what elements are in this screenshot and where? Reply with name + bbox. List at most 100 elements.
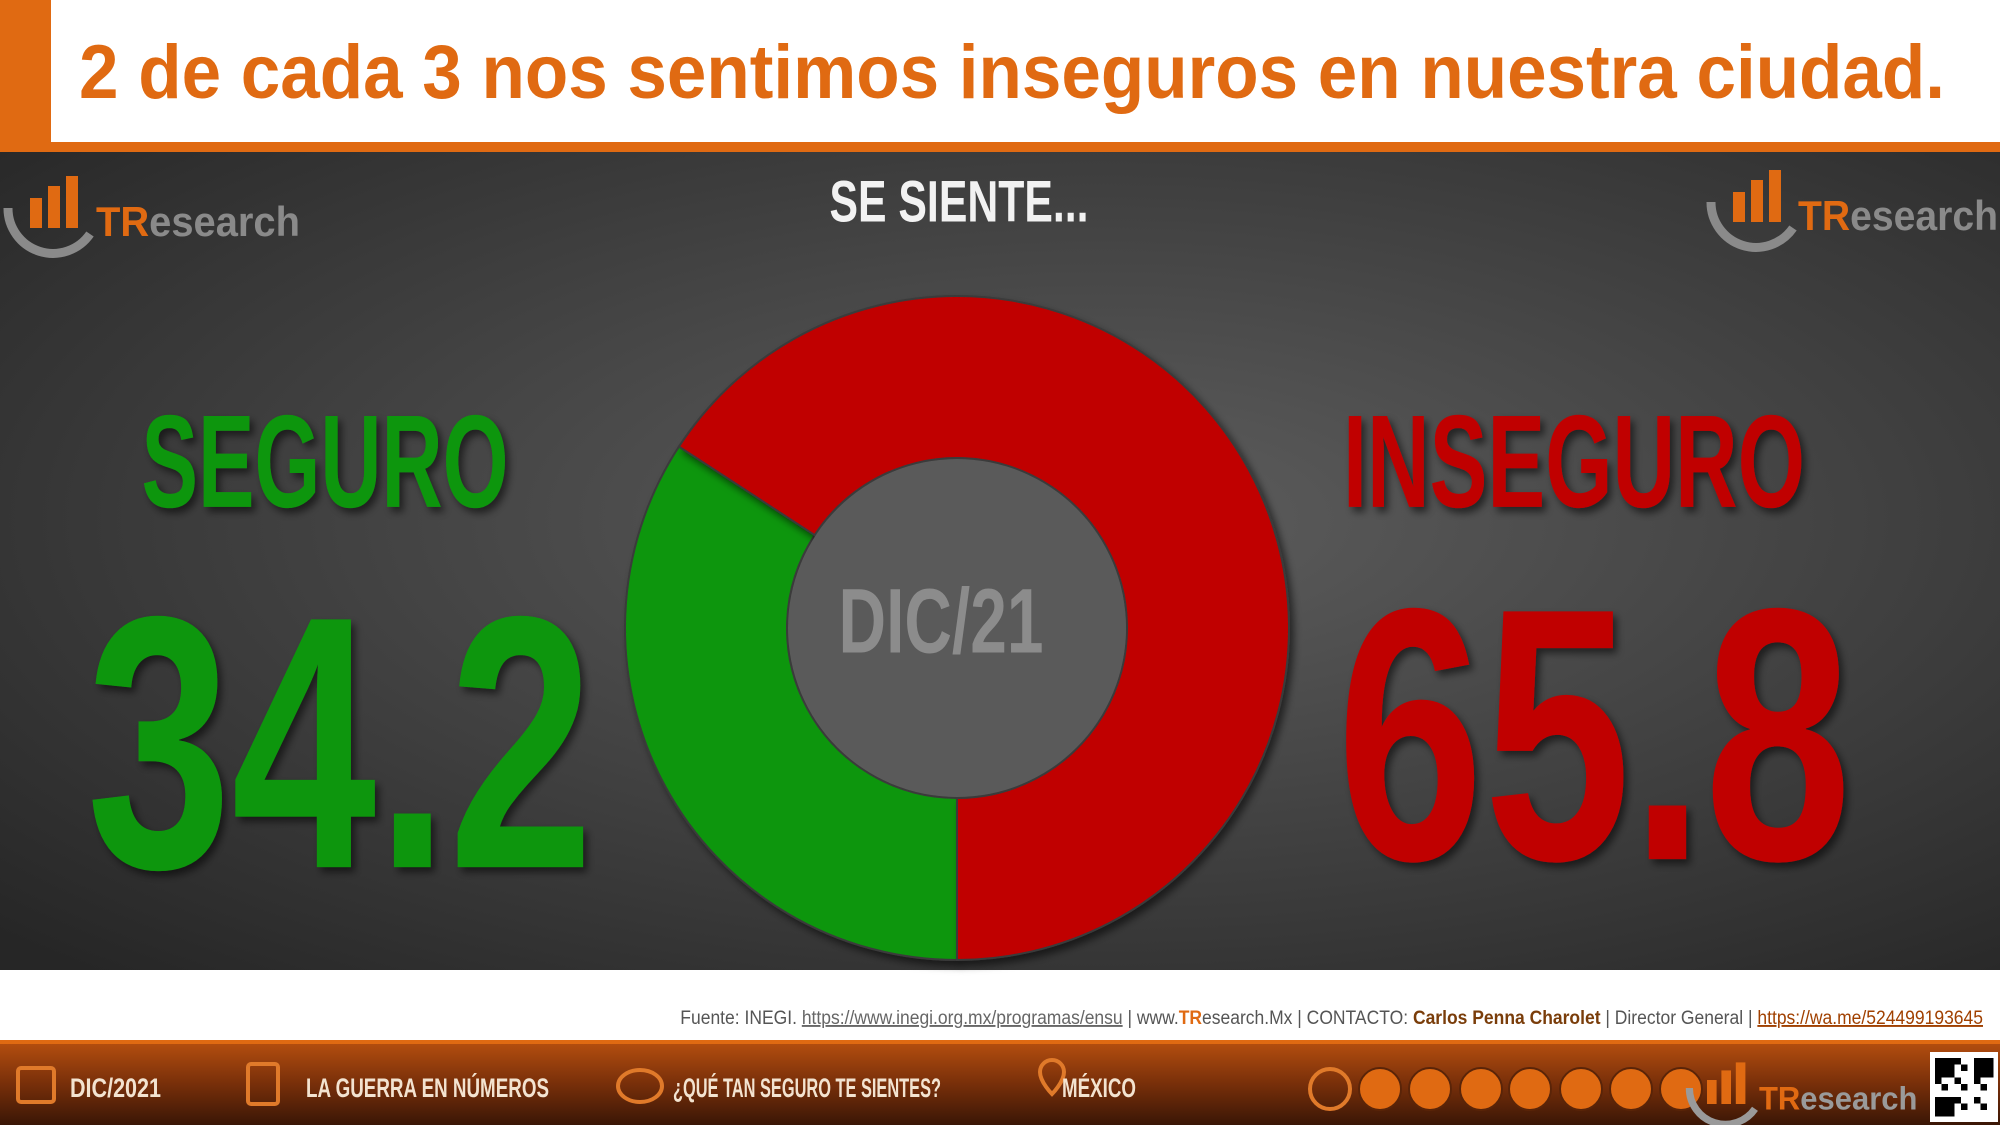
logo-bar: [1707, 1080, 1717, 1104]
title-accent: [0, 0, 51, 144]
qr-cell: [1980, 1084, 1987, 1091]
qr-cell: [1941, 1103, 1948, 1110]
qr-cell: [1935, 1071, 1942, 1078]
source-text: esearch.Mx | CONTACTO:: [1202, 1008, 1413, 1029]
qr-cell: [1948, 1064, 1955, 1071]
logo-rest: esearch: [1800, 1081, 1917, 1117]
qr-pattern: [1935, 1058, 1994, 1117]
value-label: 65.8: [1337, 534, 1852, 936]
value-label: 34.2: [87, 542, 594, 944]
source-brand: TR: [1179, 1008, 1203, 1029]
logo-tr: TR: [96, 198, 149, 245]
footer-rule: [0, 1040, 2000, 1044]
footer-item: LA GUERRA EN NÚMEROS: [306, 1072, 549, 1103]
social-icon: [1508, 1067, 1552, 1111]
qr-cell: [1941, 1110, 1948, 1117]
qr-cell: [1974, 1077, 1981, 1084]
logo-bar: [1735, 1062, 1746, 1104]
logo-bar: [66, 176, 78, 228]
chat-icon: [616, 1068, 664, 1104]
qr-cell: [1935, 1097, 1942, 1104]
qr-cell: [1987, 1071, 1994, 1078]
category-label: SEGURO: [142, 388, 509, 535]
logo-text: TResearch: [1798, 192, 1998, 239]
title-rule: [0, 142, 2000, 152]
qr-cell: [1974, 1058, 1981, 1065]
qr-cell: [1941, 1058, 1948, 1065]
source-text: | www.: [1123, 1008, 1179, 1029]
qr-cell: [1974, 1064, 1981, 1071]
footer-item: MÉXICO: [1062, 1072, 1136, 1103]
qr-cell: [1935, 1058, 1942, 1065]
logo-bar: [1733, 192, 1745, 222]
qr-cell: [1935, 1103, 1942, 1110]
qr-cell: [1948, 1097, 1955, 1104]
qr-cell: [1987, 1058, 1994, 1065]
logo: TResearch: [1706, 170, 1998, 252]
qr-cell: [1980, 1071, 1987, 1078]
qr-cell: [1935, 1110, 1942, 1117]
social-icon: [1459, 1067, 1503, 1111]
qr-cell: [1941, 1084, 1948, 1091]
logo-bar: [48, 186, 60, 228]
donut-slice: [624, 445, 958, 962]
qr-cell: [1961, 1084, 1968, 1091]
source-contact: Carlos Penna Charolet: [1413, 1008, 1601, 1029]
qr-cell: [1987, 1064, 1994, 1071]
qr-cell: [1974, 1097, 1981, 1104]
qr-cell: [1948, 1058, 1955, 1065]
qr-cell: [1961, 1064, 1968, 1071]
subtitle: SE SIENTE...: [830, 169, 1089, 234]
qr-cell: [1948, 1103, 1955, 1110]
logo-text: TResearch: [96, 198, 300, 245]
logo-tr: TR: [1759, 1081, 1800, 1117]
logo: TResearch: [1685, 1062, 1917, 1125]
source-line: Fuente: INEGI. https://www.inegi.org.mx/…: [656, 1008, 1983, 1029]
logo-rest: esearch: [149, 198, 300, 245]
source-link[interactable]: https://wa.me/524499193645: [1757, 1008, 1983, 1029]
logo-bar: [1751, 180, 1763, 222]
qr-cell: [1941, 1071, 1948, 1078]
report-icon: [246, 1062, 280, 1106]
footer-item: DIC/2021: [70, 1073, 161, 1103]
qr-cell: [1974, 1071, 1981, 1078]
logo-tr: TR: [1798, 192, 1850, 239]
logo-bar: [1721, 1070, 1731, 1104]
social-icon: [1559, 1067, 1603, 1111]
logo: TResearch: [3, 176, 300, 258]
qr-cell: [1954, 1097, 1961, 1104]
map-icon: [1037, 1058, 1067, 1097]
logo-arc: [1706, 201, 1797, 252]
category-label: INSEGURO: [1343, 388, 1805, 535]
logo-bar: [30, 198, 42, 228]
donut-chart: DIC/21: [624, 295, 1290, 962]
social-icon: [1358, 1067, 1402, 1111]
footer-icons: [16, 1058, 1352, 1111]
calendar-icon: [16, 1066, 56, 1104]
qr-cell: [1935, 1064, 1942, 1071]
logo-text: TResearch: [1759, 1081, 1917, 1117]
center-label: DIC/21: [839, 570, 1044, 672]
qr-cell: [1935, 1077, 1942, 1084]
globe-icon: [1308, 1067, 1352, 1111]
qr-cell: [1948, 1071, 1955, 1078]
source-text: | Director General |: [1601, 1008, 1758, 1029]
social-icon: [1609, 1067, 1653, 1111]
donut-hole: [788, 459, 1126, 797]
source-text: Fuente: INEGI.: [680, 1008, 802, 1029]
social-icon: [1408, 1067, 1452, 1111]
logo-arc: [3, 207, 94, 258]
source-link[interactable]: https://www.inegi.org.mx/programas/ensu: [802, 1008, 1123, 1029]
qr-cell: [1961, 1103, 1968, 1110]
logo-arc: [1685, 1087, 1758, 1125]
title: 2 de cada 3 nos sentimos inseguros en nu…: [79, 30, 1945, 115]
qr-cell: [1941, 1064, 1948, 1071]
qr-cell: [1980, 1103, 1987, 1110]
qr-cell: [1941, 1097, 1948, 1104]
qr-cell: [1954, 1077, 1961, 1084]
qr-cell: [1980, 1064, 1987, 1071]
donut-slice: [677, 295, 1290, 962]
logo-rest: esearch: [1850, 192, 1998, 239]
